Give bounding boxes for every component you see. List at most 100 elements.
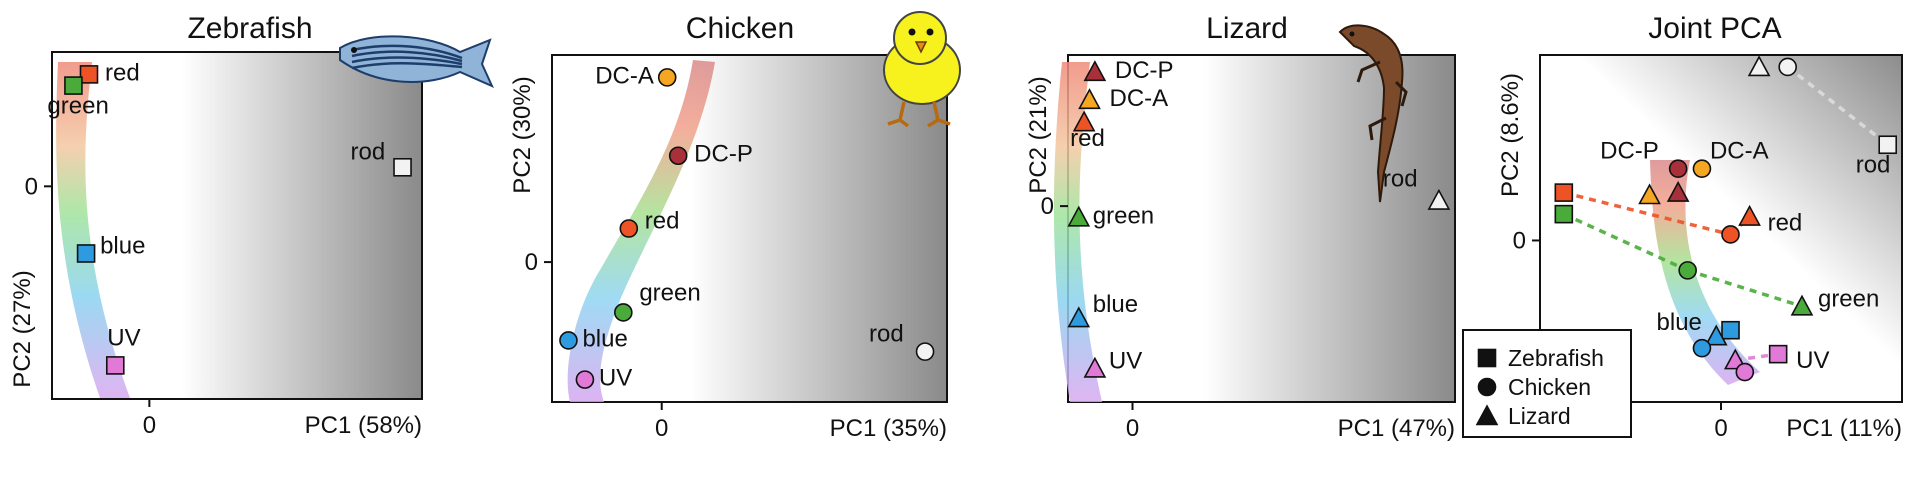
lizard-body (1338, 24, 1404, 203)
connector-line (1563, 190, 1731, 237)
point-label: DC-A (1110, 85, 1169, 112)
uv-square-marker (105, 356, 125, 375)
dcp-triangle-marker (1666, 180, 1690, 202)
spectrum-band (567, 60, 715, 402)
point-label: DC-P (1115, 57, 1174, 84)
fish-eye (351, 47, 357, 53)
rod-circle-marker (1778, 57, 1797, 77)
connector-line (1786, 65, 1889, 147)
panel-title: Joint PCA (1648, 12, 1781, 45)
lizard-icon (1338, 24, 1408, 203)
connector-line (1563, 212, 1689, 272)
x-axis-label: PC1 (58%) (305, 412, 422, 439)
point-label: red (645, 208, 680, 235)
connector-line (1687, 268, 1803, 308)
dca-triangle-marker (1638, 183, 1661, 205)
uv-square-marker (1768, 344, 1788, 364)
point-label: rod (1383, 166, 1418, 193)
green-square-marker (1554, 204, 1574, 224)
lizard-legs (1356, 60, 1408, 141)
point-label: red (105, 59, 140, 86)
y-axis-label: PC2 (8.6%) (1497, 73, 1524, 197)
x-tick-label: 0 (1714, 415, 1727, 442)
lizard-eye (1349, 31, 1355, 37)
plot-area (51, 51, 423, 400)
point-label: DC-A (595, 62, 654, 89)
spectrum-band (56, 62, 130, 398)
point-label: blue (1093, 291, 1138, 318)
x-tick-label: 0 (655, 415, 668, 442)
blue-triangle-marker (1704, 324, 1728, 346)
x-tick-label: 0 (143, 412, 156, 439)
red-triangle-marker (1072, 110, 1096, 132)
point-label: UV (1796, 347, 1829, 374)
green-circle-marker (614, 303, 633, 322)
point-label: DC-A (1710, 138, 1769, 165)
legend-circle-marker (1477, 377, 1497, 397)
red-square-marker (79, 65, 99, 84)
red-circle-marker (1721, 225, 1740, 244)
uv-triangle-marker (1083, 356, 1107, 378)
panel-chicken: Chicken 0 0 PC1 (35%) PC2 (30%) DC-A DC-P red gr… (509, 12, 948, 442)
y-tick-label: 0 (1513, 227, 1526, 254)
dc-p-triangle-marker (1083, 60, 1107, 82)
y-tick-label: 0 (1041, 193, 1054, 220)
fish-stripe (351, 50, 463, 63)
point-label: green (1093, 202, 1154, 229)
panel-title: Lizard (1206, 12, 1288, 45)
red-triangle-marker (1738, 204, 1761, 226)
green-circle-marker (1678, 261, 1697, 280)
legend-label: Lizard (1508, 403, 1571, 429)
fish-stripe (351, 44, 463, 60)
dc-p-circle-marker (1668, 159, 1688, 178)
green-triangle-marker (1790, 294, 1814, 316)
panel-zebrafish: Zebrafish 0 0 PC1 (58%) PC2 (27%) red green blu… (9, 12, 423, 439)
rod-triangle-marker (1427, 188, 1451, 210)
spectrum-band (1650, 160, 1760, 385)
rod-circle-marker (915, 342, 935, 361)
chick-head (893, 11, 947, 65)
panel-title: Zebrafish (187, 12, 312, 45)
blue-circle-marker (1692, 338, 1712, 358)
legend-square-marker (1477, 348, 1497, 368)
uv-circle-marker (575, 370, 595, 389)
x-axis-label: PC1 (35%) (830, 415, 947, 442)
x-axis-label: PC1 (47%) (1338, 415, 1455, 442)
zebrafish-icon (339, 35, 494, 88)
green-triangle-marker (1067, 205, 1091, 227)
plot-area (551, 54, 948, 403)
red-square-marker (1554, 183, 1574, 202)
point-label: green (47, 93, 108, 120)
point-label: blue (100, 232, 145, 259)
y-tick-label: 0 (25, 173, 38, 200)
chick-icon (883, 11, 961, 128)
y-axis-label: PC2 (27%) (9, 270, 36, 387)
legend-triangle-marker (1475, 404, 1499, 426)
dc-a-triangle-marker (1078, 88, 1101, 110)
y-axis-label: PC2 (21%) (1025, 76, 1052, 193)
legend: Zebrafish Chicken Lizard (1462, 329, 1632, 438)
point-label: DC-P (694, 141, 753, 168)
fish-stripe (351, 56, 463, 66)
rod-square-marker (393, 157, 412, 177)
point-label: green (1818, 285, 1879, 312)
y-tick-label: 0 (525, 249, 538, 276)
dc-a-circle-marker (1692, 159, 1712, 178)
point-label: UV (107, 324, 140, 351)
point-label: rod (351, 138, 386, 165)
chick-eye (926, 28, 934, 36)
green-square-marker (64, 76, 83, 95)
point-label: green (639, 279, 700, 306)
point-label: DC-P (1600, 138, 1659, 165)
point-label: red (1070, 125, 1105, 152)
blue-circle-marker (559, 331, 578, 350)
red-circle-marker (619, 219, 639, 238)
x-axis-label: PC1 (11%) (1786, 415, 1902, 442)
dc-a-circle-marker (657, 68, 677, 87)
rod-square-marker (1878, 135, 1898, 155)
blue-square-marker (1721, 320, 1740, 340)
point-label: red (1768, 210, 1803, 237)
chick-eye (908, 28, 916, 36)
fish-stripe (351, 62, 463, 70)
